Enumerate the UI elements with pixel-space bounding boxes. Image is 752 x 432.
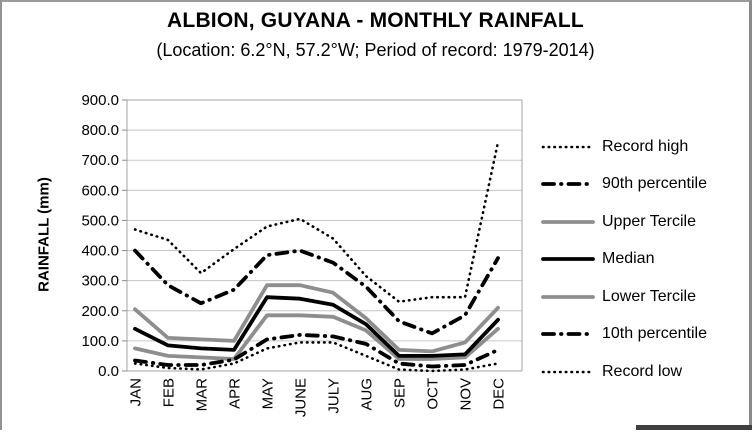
y-tick-label: 500.0 [81, 212, 119, 229]
x-tick-label-june: JUNE [293, 378, 310, 417]
legend-item-90th-percentile: 90th percentile [540, 166, 750, 204]
legend-line-sample [541, 182, 595, 187]
legend-label: 90th percentile [602, 175, 707, 193]
y-tick-label: 200.0 [81, 303, 119, 320]
x-tick-label-nov: NOV [458, 378, 475, 411]
y-tick-label: 600.0 [81, 182, 119, 199]
legend-line-sample [541, 219, 595, 224]
legend-label: Lower Tercile [602, 287, 696, 305]
legend-line-sample [541, 145, 595, 149]
legend-item-record-high: Record high [540, 128, 750, 166]
gridlines [127, 99, 522, 372]
x-tick-label-july: JULY [326, 378, 343, 414]
x-tick-label-dec: DEC [491, 378, 508, 410]
plot-border [126, 99, 523, 372]
series-10th-percentile [133, 332, 500, 369]
legend-label: Upper Tercile [602, 212, 696, 230]
legend-item-10th-percentile: 10th percentile [540, 316, 750, 354]
x-tick-label-mar: MAR [194, 378, 211, 412]
x-tick-label-jan: JAN [128, 378, 145, 406]
y-tick-label: 900.0 [81, 92, 119, 109]
legend-line-sample [541, 370, 595, 374]
x-tick-label-apr: APR [227, 378, 244, 409]
x-axis-tick-labels: JAN FEB MAR APR MAY JUNE JULY AUG SEP OCT NOV DEC [128, 378, 508, 417]
x-tick-label-oct: OCT [425, 378, 442, 410]
series-median [133, 295, 500, 358]
legend-line-sample [541, 332, 595, 337]
y-tick-label: 100.0 [81, 333, 119, 350]
x-tick-label-feb: FEB [161, 378, 178, 407]
x-tick-label-may: MAY [260, 378, 277, 409]
series-lower-tercile [133, 313, 500, 361]
legend-item-record-low: Record low [540, 353, 750, 391]
legend: Record high 90th percentile Upper Tercile M… [540, 128, 750, 391]
series-upper-tercile [133, 283, 500, 354]
legend-label: Record low [602, 362, 683, 380]
y-tick-label: 0.0 [98, 363, 119, 380]
bottom-edge-bar [636, 425, 752, 430]
legend-label: 10th percentile [602, 325, 707, 343]
y-axis-tick-labels: 0.0 100.0 200.0 300.0 400.0 500.0 600.0 700.0 80… [81, 92, 127, 380]
chart-title: ALBION, GUYANA - MONTHLY RAINFALL [167, 9, 584, 32]
y-tick-label: 400.0 [81, 243, 119, 260]
legend-label: Record high [602, 137, 689, 155]
legend-item-upper-tercile: Upper Tercile [540, 203, 750, 241]
chart-subtitle: (Location: 6.2°N, 57.2°W; Period of reco… [156, 40, 595, 60]
series-90th-percentile [133, 248, 500, 336]
series-record-low [133, 341, 500, 373]
x-tick-label-sep: SEP [392, 378, 409, 408]
series-record-high [133, 140, 500, 304]
legend-item-lower-tercile: Lower Tercile [540, 278, 750, 316]
legend-label: Median [602, 250, 655, 268]
y-tick-label: 800.0 [81, 122, 119, 139]
legend-line-sample [541, 294, 595, 299]
legend-item-median: Median [540, 241, 750, 279]
y-tick-label: 300.0 [81, 273, 119, 290]
y-tick-label: 700.0 [81, 152, 119, 169]
x-tick-label-aug: AUG [359, 378, 376, 411]
legend-line-sample [541, 257, 595, 262]
